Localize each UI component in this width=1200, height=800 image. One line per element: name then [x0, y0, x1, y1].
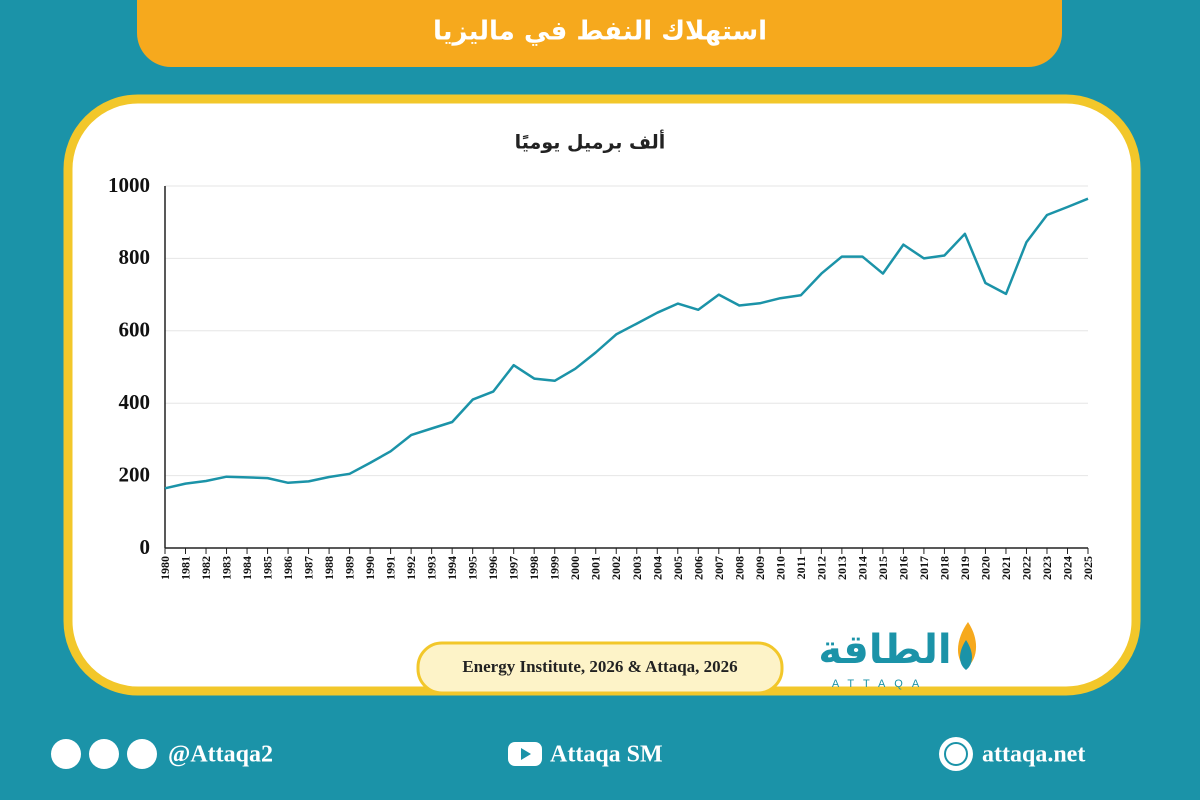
x-tick-label: 2007 [712, 556, 726, 580]
y-axis-unit: ألف برميل يوميًا [515, 130, 666, 154]
y-tick-label: 600 [119, 318, 151, 342]
web-icon[interactable] [939, 737, 973, 771]
x-tick-label: 1985 [261, 556, 275, 580]
x-tick-label: 2012 [814, 556, 828, 580]
y-tick-label: 1000 [108, 173, 150, 197]
x-tick-label: 2006 [691, 556, 705, 580]
x-tick-label: 1995 [466, 556, 480, 580]
x-tick-label: 2003 [630, 556, 644, 580]
x-tick-label: 2005 [671, 556, 685, 580]
x-tick-label: 1993 [425, 556, 439, 580]
x-tick-label: 1998 [527, 556, 541, 580]
x-tick-label: 2001 [589, 556, 603, 580]
logo: الطاقة ATTAQA [818, 622, 977, 690]
y-tick-label: 200 [119, 462, 151, 486]
plot-area: 0 200 400 600 800 1000 1980 1981 1982 1983 1984 198… [108, 173, 1095, 580]
x-tick-label: 1990 [363, 556, 377, 580]
x-tick-label: 2015 [876, 556, 890, 580]
youtube-channel[interactable]: Attaqa SM [550, 742, 663, 768]
twitter-handle[interactable]: @Attaqa2 [168, 742, 273, 768]
x-tick-label: 1996 [486, 556, 500, 580]
x-tick-label: 1984 [240, 556, 254, 580]
x-icon[interactable] [51, 739, 81, 769]
x-tick-label: 1986 [281, 556, 295, 580]
x-tick-label: 2010 [773, 556, 787, 580]
instagram-icon[interactable] [89, 739, 119, 769]
x-tick-label: 2025 [1081, 556, 1095, 580]
x-tick-label: 2000 [568, 556, 582, 580]
x-tick-label: 2023 [1040, 556, 1054, 580]
x-tick-label: 2020 [978, 556, 992, 580]
x-tick-label: 2024 [1060, 556, 1074, 580]
chart-card [63, 94, 1141, 696]
chart-title: استهلاك النفط في ماليزيا [433, 17, 767, 47]
x-tick-label: 2014 [855, 556, 869, 580]
youtube-play [521, 748, 531, 760]
x-tick-label: 2018 [937, 556, 951, 580]
source: Energy Institute, 2026 & Attaqa, 2026 [462, 657, 737, 676]
logo-latin: ATTAQA [832, 678, 928, 690]
y-tick-label: 400 [119, 390, 151, 414]
x-tick-label: 1983 [220, 556, 234, 580]
x-tick-label: 1992 [404, 556, 418, 580]
x-tick-label: 2021 [999, 556, 1013, 580]
website[interactable]: attaqa.net [982, 742, 1085, 768]
x-tick-label: 2019 [958, 556, 972, 580]
x-tick-label: 1989 [343, 556, 357, 580]
x-tick-label: 2016 [896, 556, 910, 580]
logo-arabic: الطاقة [818, 627, 951, 673]
globe [944, 742, 968, 766]
footer-icons [51, 737, 973, 771]
x-tick-label: 2002 [609, 556, 623, 580]
x-tick-label: 1988 [322, 556, 336, 580]
x-tick-label: 1987 [302, 556, 316, 580]
logo-drop-inner [960, 640, 972, 670]
y-tick-label: 0 [140, 535, 151, 559]
x-tick-label: 2013 [835, 556, 849, 580]
x-tick-label: 1980 [158, 556, 172, 580]
x-tick-label: 2022 [1019, 556, 1033, 580]
x-tick-label: 1997 [507, 556, 521, 580]
x-tick-label: 1981 [179, 556, 193, 580]
x-tick-label: 2004 [650, 556, 664, 580]
x-tick-label: 1991 [384, 556, 398, 580]
x-tick-label: 2008 [732, 556, 746, 580]
x-tick-label: 1999 [548, 556, 562, 580]
x-tick-label: 2011 [794, 556, 808, 579]
x-tick-label: 1982 [199, 556, 213, 580]
y-tick-label: 800 [119, 245, 151, 269]
x-tick-label: 2009 [753, 556, 767, 580]
x-tick-label: 2017 [917, 556, 931, 580]
facebook-icon[interactable] [127, 739, 157, 769]
source-pill [416, 641, 784, 695]
data-line [164, 197, 1089, 490]
title-banner [137, 0, 1062, 67]
x-tick-label: 1994 [445, 556, 459, 580]
